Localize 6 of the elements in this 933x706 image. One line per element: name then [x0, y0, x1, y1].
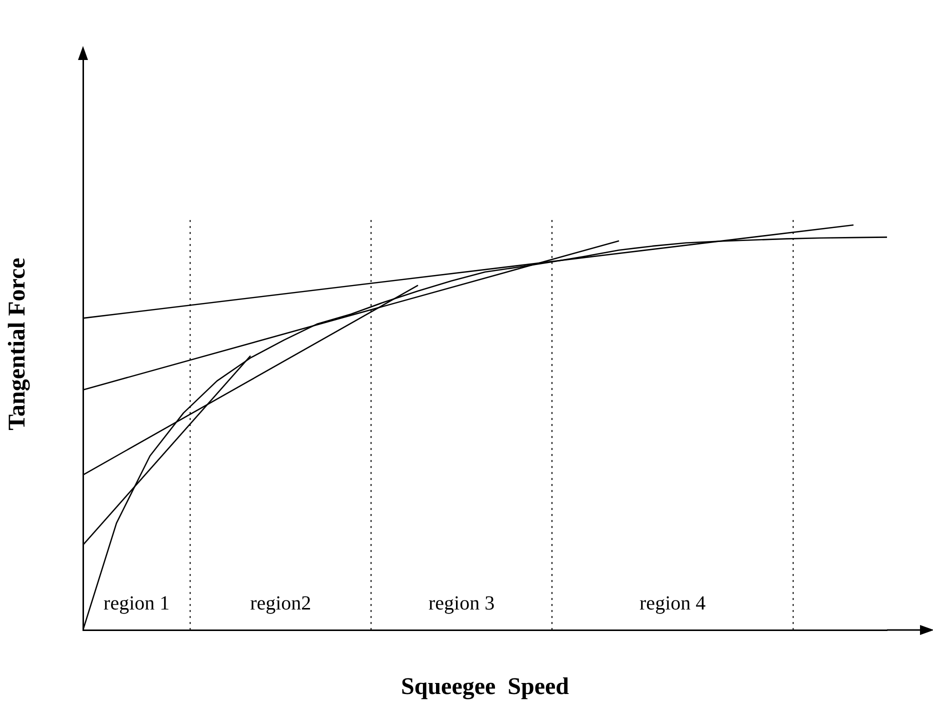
annotation: region2: [250, 592, 312, 614]
annotation: region 4: [640, 592, 706, 614]
annotation: region 3: [428, 592, 495, 614]
annotation: region 1: [104, 592, 170, 614]
x-axis-title: Squeegee Speed: [401, 674, 570, 700]
y-axis-title: Tangential Force: [4, 257, 31, 430]
